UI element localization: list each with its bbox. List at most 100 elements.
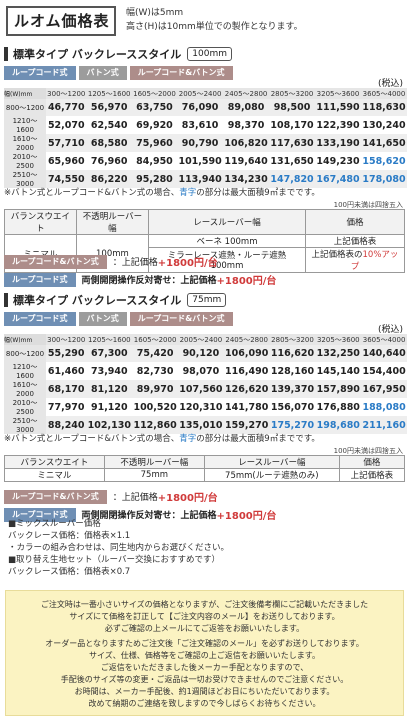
width-header: 3605〜4000 [361, 334, 407, 345]
title-bar-icon [4, 293, 8, 307]
height-header: 1210〜1600 [4, 116, 46, 134]
operation-tags: ループコード式 バトン式 ループコード&バトン式 [4, 66, 233, 80]
price-cell: 120,310 [178, 398, 224, 416]
notice-line: オーダー品となりますためご注文後「ご注文確認のメール」を必ずお送りしております。 [45, 639, 364, 648]
reverse-surcharge: ループコード式 両側開閉操作反対寄せ：上記価格 +1800円/台 [4, 272, 276, 287]
price-cell: 88,240 [46, 416, 87, 434]
width-header: 2805〜3200 [269, 88, 316, 99]
area-note-blue: 青字 [179, 434, 197, 444]
height-header: 1610〜2000 [4, 134, 46, 152]
page-title: ルオム価格表 [6, 6, 116, 36]
price-cell: 61,460 [46, 362, 87, 380]
surcharge-label: ：上記価格 [112, 258, 158, 268]
notice-block: ご注文時は一番小さいサイズの価格となりますが、ご注文後備考欄にご記載いただきまし… [12, 599, 397, 635]
price-cell-limited: 175,270 [269, 416, 316, 434]
price-cell: 95,280 [131, 170, 178, 188]
price-cell: 62,540 [86, 116, 132, 134]
price-cell: 91,120 [86, 398, 133, 416]
area-note: ※バトン式とループコード&バトン式の場合、青字の部分は最大面積9㎡までです。 [4, 186, 320, 198]
mix-note-line: ■取り替え生地セット（ルーバー交換におすすめです） [8, 555, 220, 565]
price-cell-limited: 147,820 [269, 170, 316, 188]
height-header: 2010〜2500 [4, 152, 46, 170]
price-cell: 76,090 [177, 99, 224, 116]
price-cell: 159,270 [223, 416, 270, 434]
option-header: 価格 [338, 455, 406, 469]
price-cell: 65,960 [46, 152, 87, 170]
price-table: 幅(W)mm 300〜1200 1205〜1600 1605〜2000 2005… [4, 334, 407, 434]
price-cell: 上記価格表 [304, 234, 406, 248]
price-cell: 89,970 [132, 380, 178, 398]
width-header: 2005〜2400 [178, 334, 224, 345]
height-header: 800〜1200 [4, 99, 46, 116]
louver-width-badge: 75mm [187, 293, 227, 307]
mix-note-line: ・カラーの組み合わせは、同生地内からお選びください。 [8, 543, 230, 553]
reverse-label: 両側開閉操作反対寄せ：上記価格 [81, 276, 217, 286]
notice-line: ご返信をいただきました後メーカー手配となりますので、 [100, 663, 309, 672]
height-header: 800〜1200 [4, 345, 46, 362]
loop-baton-surcharge: ループコード&バトン式 ：上記価格 +1800円/台 [4, 254, 218, 269]
price-cell: 68,580 [86, 134, 132, 152]
section-title: 標準タイプ バックレーススタイル 100mm [4, 46, 232, 62]
price-cell: 52,070 [46, 116, 87, 134]
notice-line: 改めて納期のご連絡を致しますので今しばらくお待ちください。 [88, 699, 321, 708]
balance-cell: ミニマル [4, 468, 105, 482]
notice-line: 手配後のサイズ等の変更・ご返品は一切お受けできませんのでご注意ください。 [60, 675, 349, 684]
price-cell: 67,300 [86, 345, 133, 362]
loop-baton-surcharge: ループコード&バトン式 ：上記価格 +1800円/台 [4, 489, 218, 504]
price-cell: 68,170 [46, 380, 87, 398]
price-cell: 98,370 [223, 116, 270, 134]
option-header: 不透明ルーバー幅 [75, 209, 150, 235]
price-cell: 90,790 [177, 134, 224, 152]
price-cell: 141,650 [360, 134, 407, 152]
size-notes: 幅(W)は5mm 高さ(H)は10mm単位での製作となります。 [126, 6, 303, 34]
price-cell: 117,630 [269, 134, 316, 152]
option-row: ミニマル 100mm ベーネ 100mm 上記価格表 [4, 234, 406, 273]
tag-loop-baton: ループコード&バトン式 [4, 489, 107, 504]
lace-cell: 75mm(ルーテ遮熱のみ) [203, 468, 340, 482]
height-header: 2510〜3000 [4, 170, 46, 188]
mix-note-line: バックレース価格：価格表×1.1 [8, 531, 131, 541]
price-cell: 130,240 [360, 116, 407, 134]
notice-block: オーダー品となりますためご注文後「ご注文確認のメール」を必ずお送りしております。… [12, 638, 397, 710]
rounding-note: 100円未満は四捨五入 [333, 447, 403, 455]
price-cell-limited: 211,160 [361, 416, 407, 434]
price-cell: 46,770 [46, 99, 87, 116]
price-cell-limited: 188,080 [361, 398, 407, 416]
width-header: 2805〜3200 [269, 334, 316, 345]
tag-loop-baton: ループコード&バトン式 [129, 66, 233, 80]
width-header: 300〜1200 [46, 334, 87, 345]
price-cell: 89,080 [223, 99, 270, 116]
width-header: 1605〜2000 [131, 88, 178, 99]
tag-loop-cord: ループコード式 [4, 66, 76, 80]
option-header: 価格 [304, 209, 406, 235]
surcharge-price: +1800円/台 [157, 493, 218, 504]
area-note: ※バトン式とループコード&バトン式の場合、青字の部分は最大面積9㎡までです。 [4, 432, 320, 444]
lace-cell: ベーネ 100mm [148, 234, 306, 248]
option-table: バランスウエイト 不透明ルーバー幅 レースルーバー幅 価格 ミニマル 100mm… [4, 209, 406, 273]
reverse-label: 両側開閉操作反対寄せ：上記価格 [81, 511, 217, 521]
width-header: 300〜1200 [46, 88, 87, 99]
price-cell: 135,010 [178, 416, 224, 434]
surcharge-label: ：上記価格 [112, 493, 158, 503]
width-header: 3205〜3600 [315, 334, 362, 345]
price-cell: 83,610 [177, 116, 224, 134]
price-cell: 上記価格表の10%アップ [304, 247, 406, 273]
table-row: 1610〜2000 57,710 68,580 75,960 90,790 10… [4, 134, 407, 152]
price-cell: 106,820 [223, 134, 270, 152]
notice-line: サイズ、仕様、価格等をご確認の上ご返信をお願いいたします。 [89, 651, 320, 660]
price-cell: 81,120 [86, 380, 133, 398]
price-cell: 75,960 [131, 134, 178, 152]
price-cell: 132,250 [315, 345, 362, 362]
mix-louver-notes: ■ミックスルーバー価格 バックレース価格：価格表×1.1 ・カラーの組み合わせは… [8, 518, 229, 578]
area-note-text: の部分は最大面積9㎡までです。 [196, 188, 320, 198]
notice-line: お時間は、メーカー手配後、約1週間ほどお日にちいただいております。 [74, 687, 335, 696]
notice-line: ご注文時は一番小さいサイズの価格となりますが、ご注文後備考欄にご記載いただきまし… [40, 600, 369, 609]
price-cell: 106,090 [223, 345, 270, 362]
mix-note-line: バックレース価格：価格表×0.7 [8, 567, 131, 577]
reverse-price: +1800円/台 [216, 276, 277, 287]
price-cell: 100,520 [132, 398, 178, 416]
table-header-row: 幅(W)mm 300〜1200 1205〜1600 1605〜2000 2005… [4, 88, 407, 99]
table-row: 2510〜3000 88,240 102,130 112,860 135,010… [4, 416, 407, 434]
table-row: 800〜1200 55,290 67,300 75,420 90,120 106… [4, 345, 407, 362]
height-header: 1210〜1600 [4, 362, 46, 380]
